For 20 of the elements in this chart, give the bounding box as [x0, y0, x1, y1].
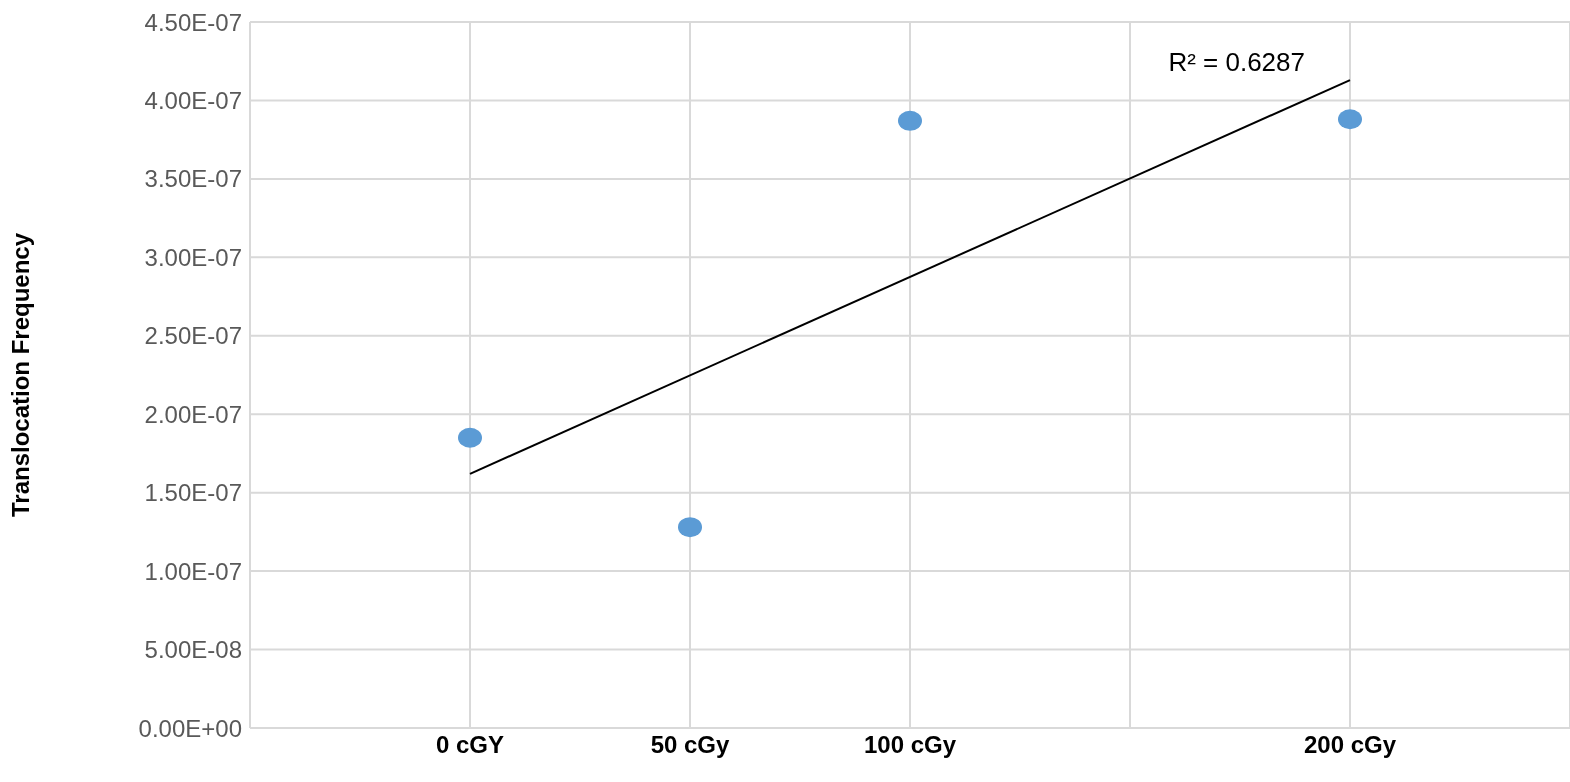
y-tick-label: 5.00E-08	[144, 636, 242, 664]
x-tick-label: 200 cGy	[1303, 731, 1397, 759]
x-tick-label: 50 cGy	[650, 731, 731, 759]
y-tick-label: 3.00E-07	[144, 243, 242, 271]
y-tick-label: 1.00E-07	[144, 557, 242, 585]
y-axis-title: Translocation Frequency	[6, 232, 34, 518]
point	[678, 517, 702, 538]
y-tick-label: 3.50E-07	[144, 165, 242, 193]
point	[458, 427, 482, 448]
point	[898, 110, 922, 131]
y-tick-label: 0.00E+00	[138, 714, 242, 742]
y-tick-label: 2.50E-07	[144, 322, 242, 350]
x-tick-label: 0 cGY	[435, 731, 505, 759]
y-tick-label: 4.50E-07	[144, 8, 242, 36]
annotation: R² = 0.6287	[1168, 47, 1305, 78]
point	[1338, 109, 1362, 130]
y-tick-label: 4.00E-07	[144, 86, 242, 114]
y-tick-label: 2.00E-07	[144, 400, 242, 428]
x-tick-label: 100 cGy	[863, 731, 957, 759]
y-tick-label: 1.50E-07	[144, 479, 242, 507]
